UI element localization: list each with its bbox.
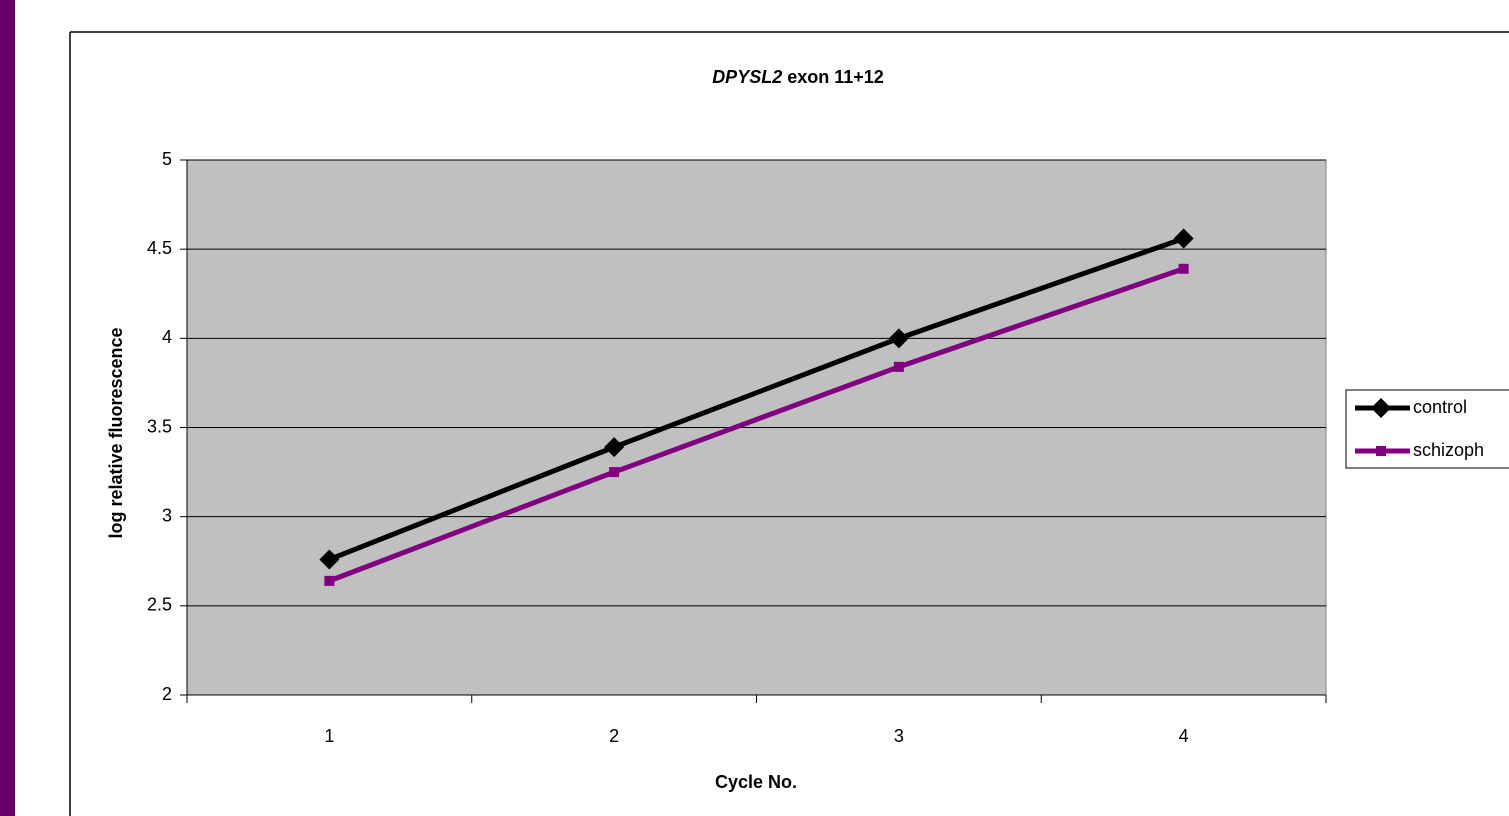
y-axis-label: log relative fluorescence bbox=[106, 327, 126, 538]
y-tick-label: 4.5 bbox=[147, 238, 172, 258]
marker bbox=[604, 437, 625, 458]
y-tick-label: 3 bbox=[162, 505, 172, 525]
marker bbox=[1173, 228, 1194, 249]
y-tick-label: 4 bbox=[162, 327, 172, 347]
legend-label: schizoph bbox=[1413, 440, 1484, 460]
chart-title: DPYSL2 exon 11+12 bbox=[712, 67, 884, 87]
x-tick-label: 2 bbox=[609, 726, 619, 746]
y-tick-label: 2 bbox=[162, 684, 172, 704]
marker bbox=[324, 575, 335, 586]
marker bbox=[1178, 263, 1189, 274]
series-line bbox=[328, 266, 1185, 584]
marker bbox=[888, 328, 909, 349]
x-tick-label: 3 bbox=[894, 726, 904, 746]
y-tick-label: 3.5 bbox=[147, 416, 172, 436]
x-tick-label: 1 bbox=[324, 726, 334, 746]
y-tick-label: 2.5 bbox=[147, 595, 172, 615]
x-tick-label: 4 bbox=[1179, 726, 1189, 746]
marker bbox=[1371, 398, 1391, 418]
marker bbox=[319, 549, 340, 570]
y-tick-label: 5 bbox=[162, 149, 172, 169]
legend-label: control bbox=[1413, 397, 1467, 417]
x-axis-label: Cycle No. bbox=[715, 772, 797, 792]
legend-box bbox=[1345, 389, 1509, 469]
marker bbox=[1376, 446, 1386, 456]
side-bar bbox=[0, 0, 15, 816]
series-line bbox=[328, 236, 1185, 562]
marker bbox=[893, 361, 904, 372]
marker bbox=[609, 467, 620, 478]
